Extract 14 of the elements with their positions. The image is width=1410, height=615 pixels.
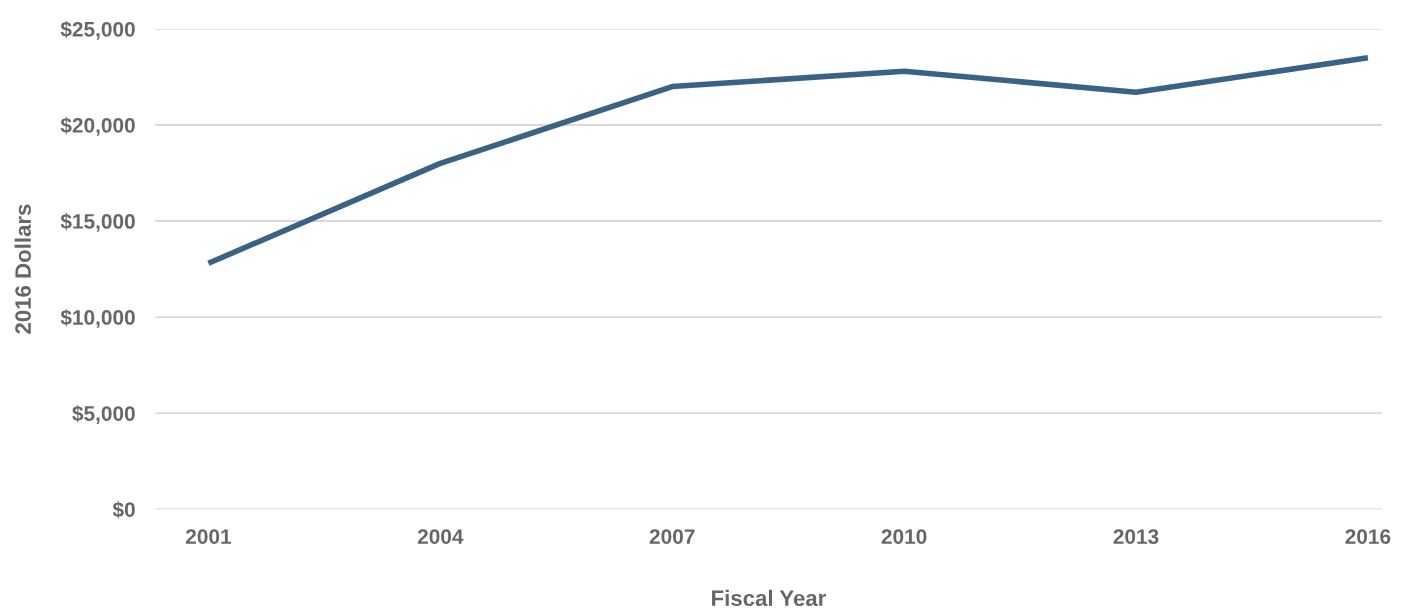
y-tick-label: $25,000 xyxy=(60,20,135,40)
y-tick-label: $20,000 xyxy=(60,117,135,136)
y-tick-label: $10,000 xyxy=(60,309,135,328)
x-axis-title: Fiscal Year xyxy=(712,589,826,607)
x-tick-label: 2007 xyxy=(649,529,695,544)
x-tick-label: 2004 xyxy=(417,529,464,544)
y-axis-title: 2016 Dollars xyxy=(14,204,31,334)
x-tick-label: 2001 xyxy=(185,529,232,544)
y-tick-label: $15,000 xyxy=(60,213,135,232)
y-tick-label: $5,000 xyxy=(72,405,135,424)
y-tick-label: $0 xyxy=(112,501,135,519)
x-tick-label: 2010 xyxy=(881,529,927,544)
x-tick-label: 2016 xyxy=(1345,529,1391,544)
x-tick-label: 2013 xyxy=(1113,529,1159,544)
